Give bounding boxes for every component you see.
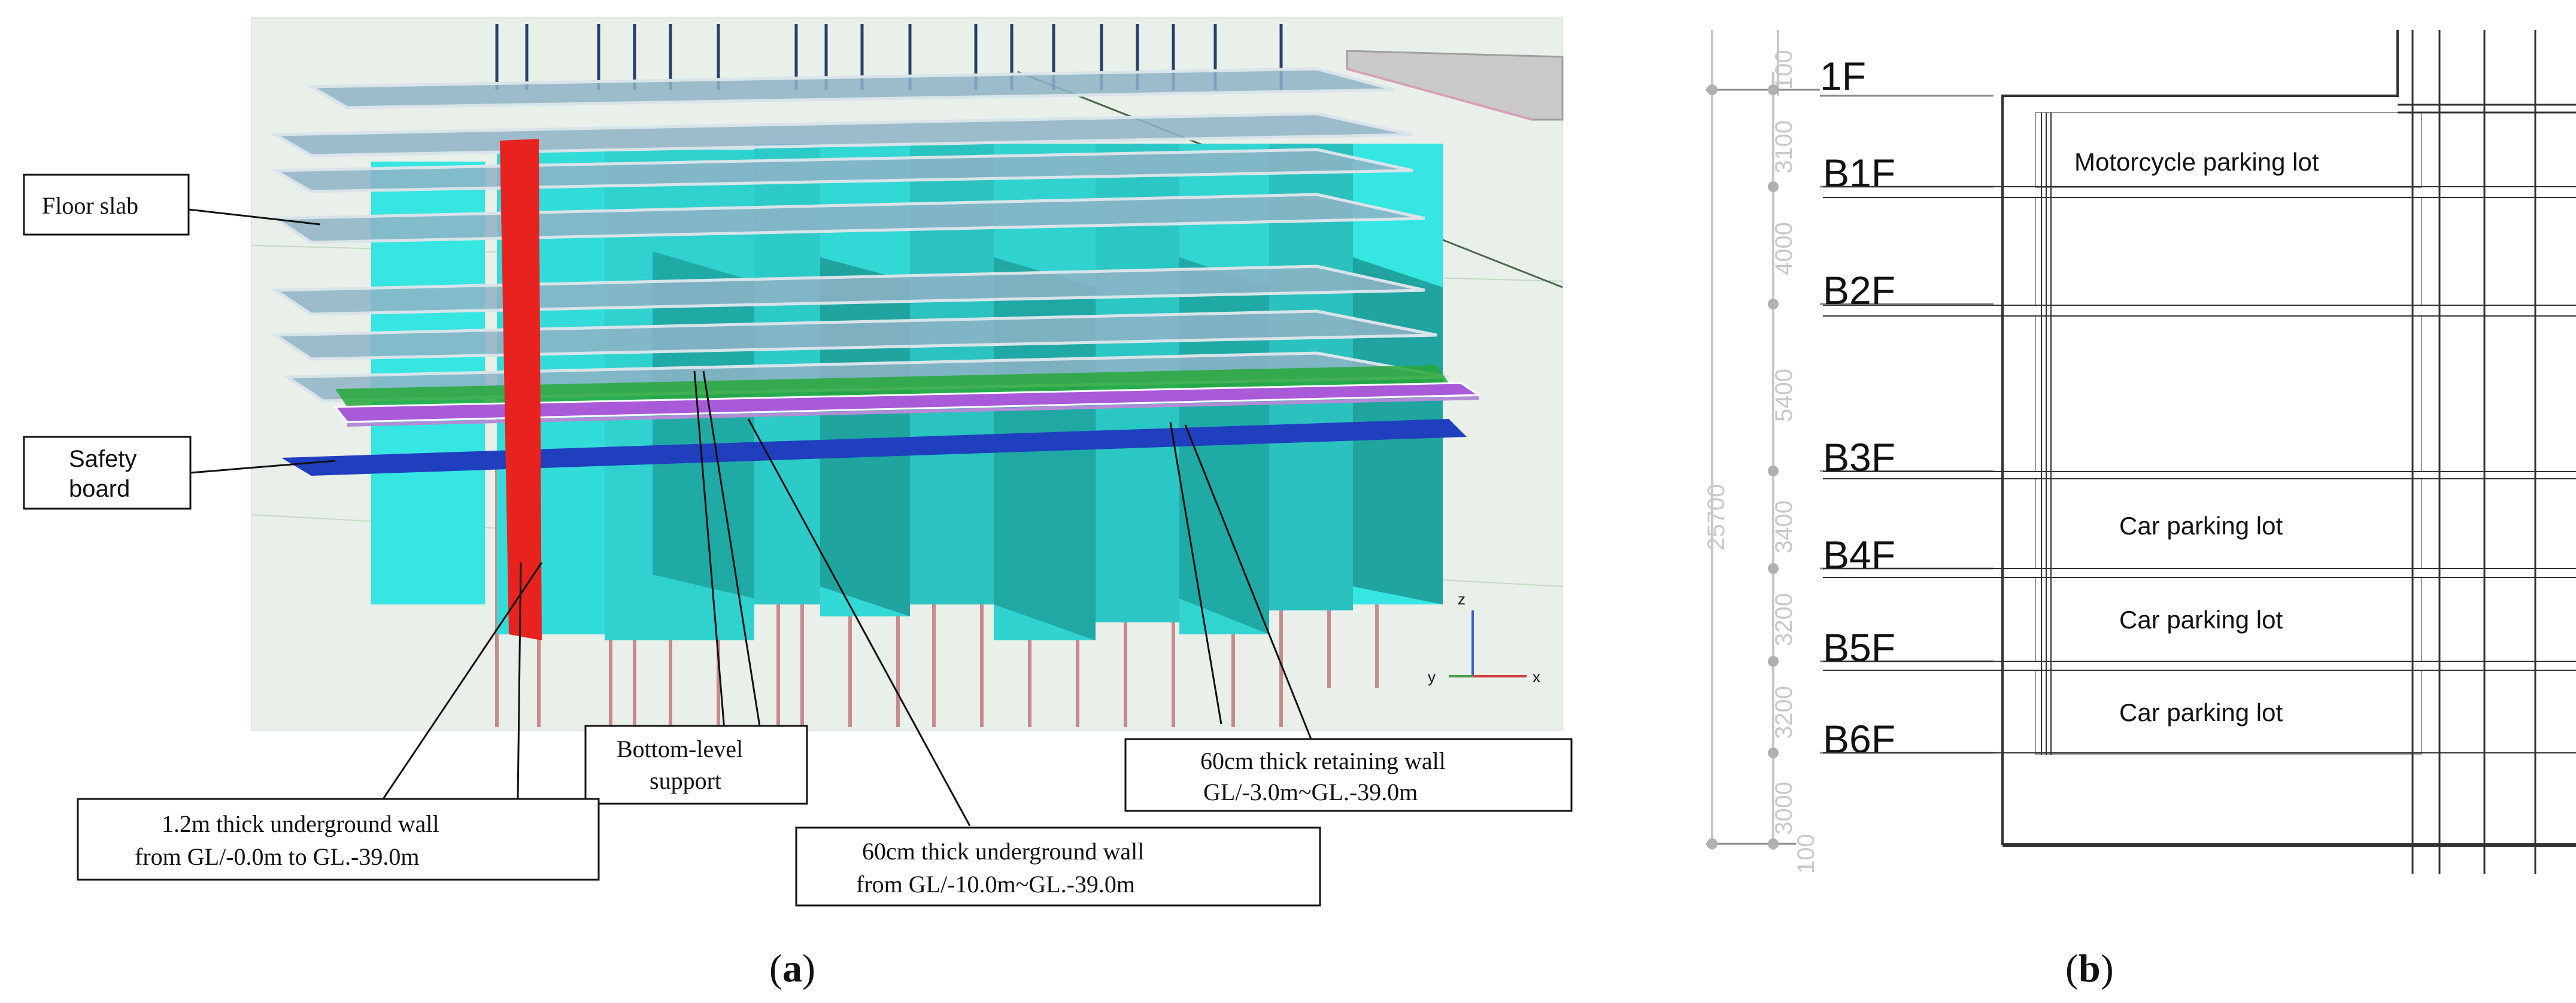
level-b1f: B1F [1823,151,1895,195]
dim-total-25700: 25700 [1703,484,1730,551]
label-wall-60cm-10m-line2: from GL/-10.0m~GL.-39.0m [856,871,1135,898]
panel-b-section: 100 3100 4000 5400 3400 3200 3200 3000 1… [1703,30,2576,874]
room-b5f: Car parking lot [2119,606,2283,634]
label-bottom-support-line2: support [650,767,721,794]
label-bottom-support: Bottom-level support [584,725,808,805]
label-safety-board-line2: board [69,476,130,502]
axis-z-label: z [1458,590,1466,608]
label-safety-board: Safety board [23,436,192,510]
axis-x-label: x [1533,668,1540,686]
label-bottom-support-line1: Bottom-level [617,735,743,762]
caption-a: (a) [769,947,815,990]
dimension-nodes [1707,84,1779,849]
dim-3000: 3000 [1771,782,1797,835]
label-retaining-wall: 60cm thick retaining wall GL/-3.0m~GL.-3… [1124,738,1573,812]
label-wall-1-2m-line1: 1.2m thick underground wall [162,810,439,837]
safety-board-plane [281,419,1467,476]
caption-b: (b) [2065,947,2114,990]
dim-3200-b: 3200 [1771,686,1797,739]
label-wall-60cm-10m-line1: 60cm thick underground wall [862,838,1144,865]
level-b4f: B4F [1823,533,1895,577]
dim-3100: 3100 [1771,120,1797,174]
red-underground-wall [500,139,542,640]
axis-triad: z y x [1428,590,1540,686]
label-floor-slab: Floor slab [23,174,190,236]
dim-4000: 4000 [1771,222,1797,275]
level-1f: 1F [1820,54,1866,98]
label-wall-1-2m-line2: from GL/-0.0m to GL.-39.0m [135,843,420,870]
label-wall-60cm-10m: 60cm thick underground wall from GL/-10.… [795,826,1321,907]
room-b4f: Car parking lot [2119,512,2283,540]
room-b6f: Car parking lot [2119,698,2283,727]
adjacent-structure [1346,50,1564,121]
building-section [1823,30,2576,874]
dim-5400: 5400 [1771,369,1797,422]
dim-bottom-100: 100 [1793,834,1819,874]
bottom-support-struts [333,365,1482,427]
label-floor-slab-text: Floor slab [42,192,138,219]
label-safety-board-line1: Safety [69,446,136,472]
axis-y-label: y [1428,668,1436,686]
panel-a-model: z y x [251,17,1564,731]
level-b5f: B5F [1823,625,1895,670]
dim-top-100: 100 [1771,50,1797,90]
dim-3200-a: 3200 [1771,593,1797,646]
dim-3400: 3400 [1771,500,1797,554]
label-retaining-wall-line2: GL/-3.0m~GL.-39.0m [1203,779,1418,806]
level-b3f: B3F [1823,435,1895,479]
label-retaining-wall-line1: 60cm thick retaining wall [1200,747,1446,774]
level-b6f: B6F [1823,717,1895,761]
label-wall-1-2m: 1.2m thick underground wall from GL/-0.0… [77,798,600,881]
leader-lines [188,208,1312,826]
room-b1f: Motorcycle parking lot [2074,148,2319,176]
